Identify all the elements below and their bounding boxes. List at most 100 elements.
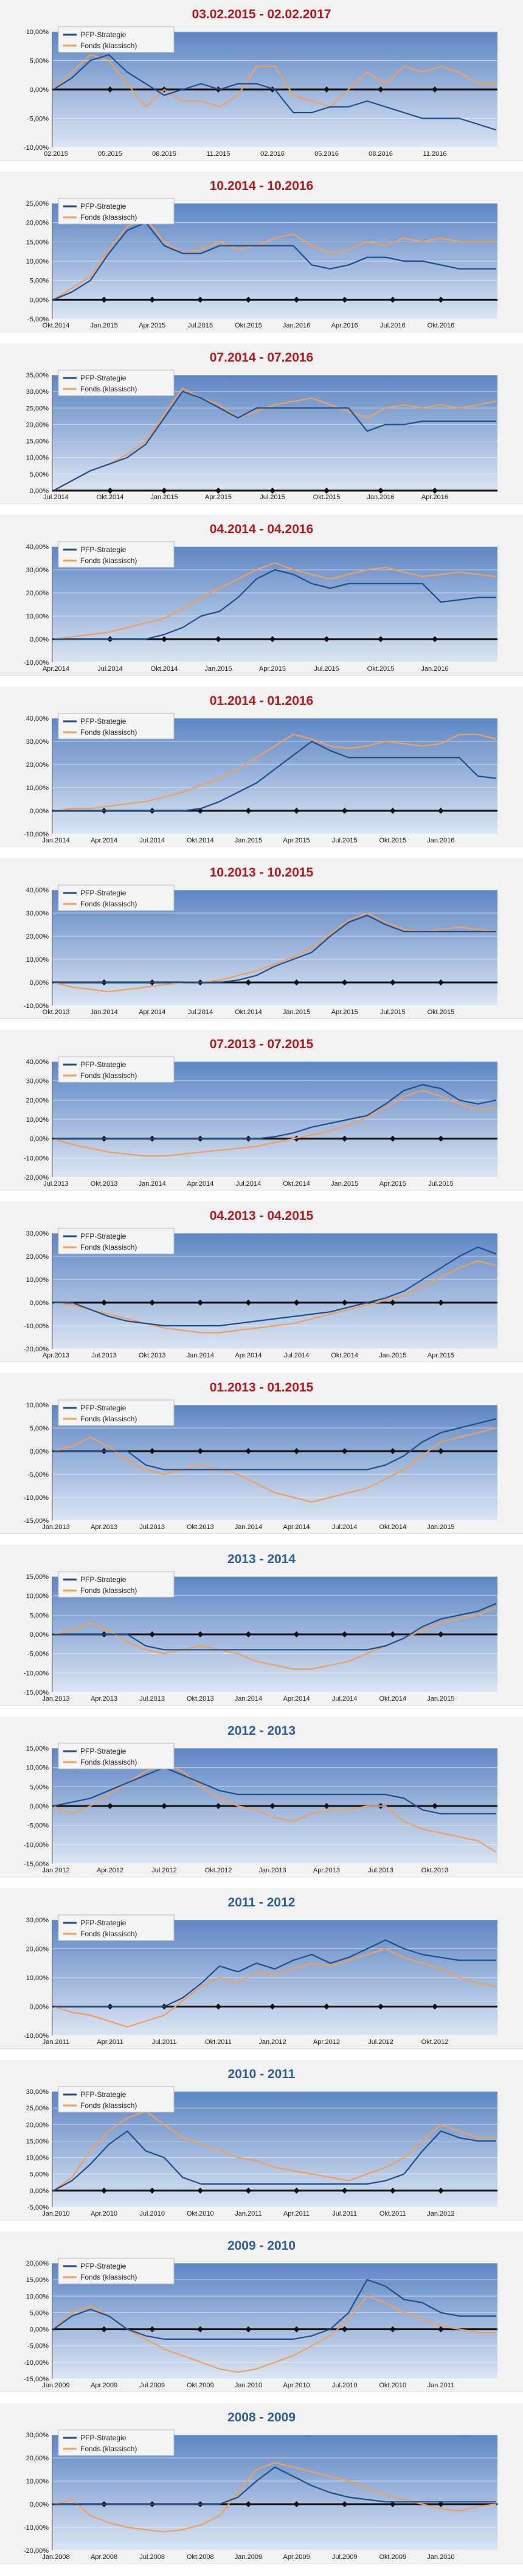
x-tick-label: Jul.2008 [139, 2553, 165, 2561]
line-chart: 10,00%5,00%0,00%-5,00%-10,00%-15,00%Jan.… [24, 1399, 497, 1531]
chart-title: 2008 - 2009 [227, 2410, 296, 2424]
chart-title: 04.2013 - 04.2015 [209, 1209, 314, 1223]
zero-line-marker [293, 2501, 300, 2507]
x-tick-label: Jul.2011 [332, 2210, 357, 2217]
zero-line-marker [197, 1300, 204, 1306]
series-line-strategy [54, 1603, 497, 1651]
zero-line-marker [293, 2187, 300, 2194]
zero-line-marker [341, 808, 348, 814]
y-tick-label: -10,00% [24, 831, 49, 838]
zero-line-marker [245, 2187, 252, 2194]
y-tick-label: -10,00% [24, 1670, 49, 1677]
zero-line-marker [269, 2003, 275, 2010]
zero-line-marker [293, 979, 300, 985]
y-tick-label: 0,00% [30, 636, 49, 643]
series-line-fund [53, 562, 497, 640]
y-tick-label: 30,00% [26, 2088, 49, 2096]
y-tick-label: 5,00% [30, 2171, 49, 2179]
y-tick-label: 10,00% [26, 2478, 49, 2485]
legend [58, 198, 175, 225]
chart-panel: 30,00% 20,00% 10,00% 0,00% -10,00% -20,00% Apr… [0, 1202, 523, 1362]
zero-line-marker [293, 2326, 300, 2333]
zero-line-marker [245, 2501, 252, 2507]
y-tick-label: -5,00% [27, 2343, 49, 2350]
zero-line-marker [149, 1448, 156, 1454]
y-tick-label: 30,00% [26, 910, 49, 917]
x-tick-label: Jan.2011 [43, 2039, 69, 2046]
zero-line-marker [197, 2187, 204, 2194]
zero-line-marker [197, 296, 204, 303]
x-tick-label: Jul.2014 [188, 1009, 213, 1016]
x-tick-label: Jan.2015 [379, 1352, 406, 1359]
series-line-fund [53, 387, 497, 491]
zero-line-marker [101, 296, 108, 303]
y-tick-label: 0,00% [30, 1803, 49, 1810]
zero-line-marker [341, 1135, 348, 1142]
x-tick-label: Apr.2008 [91, 2553, 117, 2561]
x-tick-label: Okt.2013 [187, 1695, 214, 1703]
chart-panel: 10,00% 5,00% 0,00% -5,00% -10,00% 02.2015 05.2… [0, 0, 523, 161]
y-tick-label: 30,00% [26, 1917, 49, 1924]
y-tick-label: 20,00% [26, 1253, 49, 1261]
series-line-fund [53, 1427, 497, 1503]
y-tick-label: 20,00% [26, 421, 49, 429]
y-tick-label: 35,00% [26, 372, 49, 379]
y-tick-label: 10,00% [26, 613, 49, 620]
y-tick-label: 0,00% [30, 1300, 49, 1307]
legend-label-strategy: PFP-Strategie [80, 1919, 126, 1927]
x-tick-label: 05.2015 [98, 150, 122, 158]
zero-line-marker [378, 488, 384, 494]
y-tick-label: 10,00% [26, 1402, 49, 1409]
legend-label-strategy: PFP-Strategie [80, 2090, 126, 2099]
line-chart: 30,00% 20,00% 10,00% 0,00% -10,00%Jan.2011 Ap… [24, 1914, 497, 2046]
series-line-fund [53, 2110, 496, 2191]
line-chart: 10,00% 5,00% 0,00% -5,00% -10,00%02.2015 05.2… [24, 26, 497, 158]
y-tick-label: 0,00% [30, 2326, 49, 2334]
series-line-fund [53, 1090, 497, 1157]
zero-line-marker [101, 2187, 108, 2194]
y-tick-label: 10,00% [26, 2155, 49, 2162]
x-tick-label: Apr.2015 [259, 665, 286, 673]
x-tick-label: Apr.2014 [43, 665, 69, 673]
zero-line-marker [161, 1803, 167, 1809]
legend-label-strategy: PFP-Strategie [80, 202, 126, 211]
x-tick-label: 08.2015 [152, 150, 176, 158]
y-tick-label: -10,00% [24, 2032, 49, 2040]
x-tick-label: Okt.2015 [428, 1009, 455, 1016]
x-tick-label: Jan.2015 [90, 322, 117, 329]
zero-line-marker [161, 488, 167, 494]
x-tick-label: Jul.2016 [380, 322, 406, 329]
legend-label-strategy: PFP-Strategie [80, 2434, 126, 2442]
x-tick-label: Apr.2016 [421, 494, 448, 501]
legend [58, 1228, 175, 1255]
x-tick-label: Jan.2014 [235, 1524, 262, 1531]
series-line-fund [53, 1606, 497, 1670]
zero-line-marker [161, 636, 167, 642]
y-tick-label: 10,00% [26, 785, 49, 792]
y-tick-label: 30,00% [26, 388, 49, 396]
y-tick-label: 20,00% [26, 2455, 49, 2462]
zero-line-marker [245, 979, 252, 985]
x-tick-label: Apr.2014 [235, 1352, 262, 1359]
y-tick-label: 10,00% [26, 1765, 49, 1772]
y-tick-label: 15,00% [26, 1573, 49, 1581]
y-tick-label: 0,00% [30, 1631, 49, 1639]
legend [58, 26, 175, 53]
zero-line-marker [389, 2326, 396, 2333]
x-tick-label: Okt.2015 [379, 837, 406, 844]
y-tick-label: 20,00% [26, 220, 49, 227]
x-tick-label: Jul.2014 [43, 494, 69, 501]
line-chart: 40,00% 30,00% 20,00% 10,00% 0,00% -10,00% -20,… [24, 1056, 497, 1188]
chart-panel: 30,00% 20,00% 10,00% 0,00% -10,00% Jan.2011 Ap… [0, 1888, 523, 2049]
zero-line-marker [269, 488, 275, 494]
y-tick-label: -10,00% [24, 1155, 49, 1162]
y-tick-label: -10,00% [24, 2524, 49, 2532]
legend [58, 2258, 175, 2284]
zero-line-marker [245, 296, 252, 303]
x-tick-label: Okt.2014 [235, 1009, 262, 1016]
zero-line-marker [149, 2326, 156, 2333]
zero-line-marker [197, 1631, 204, 1637]
zero-line-marker [341, 296, 348, 303]
x-tick-label: Jul.2014 [97, 665, 123, 673]
x-tick-label: Jul.2010 [332, 2382, 358, 2389]
